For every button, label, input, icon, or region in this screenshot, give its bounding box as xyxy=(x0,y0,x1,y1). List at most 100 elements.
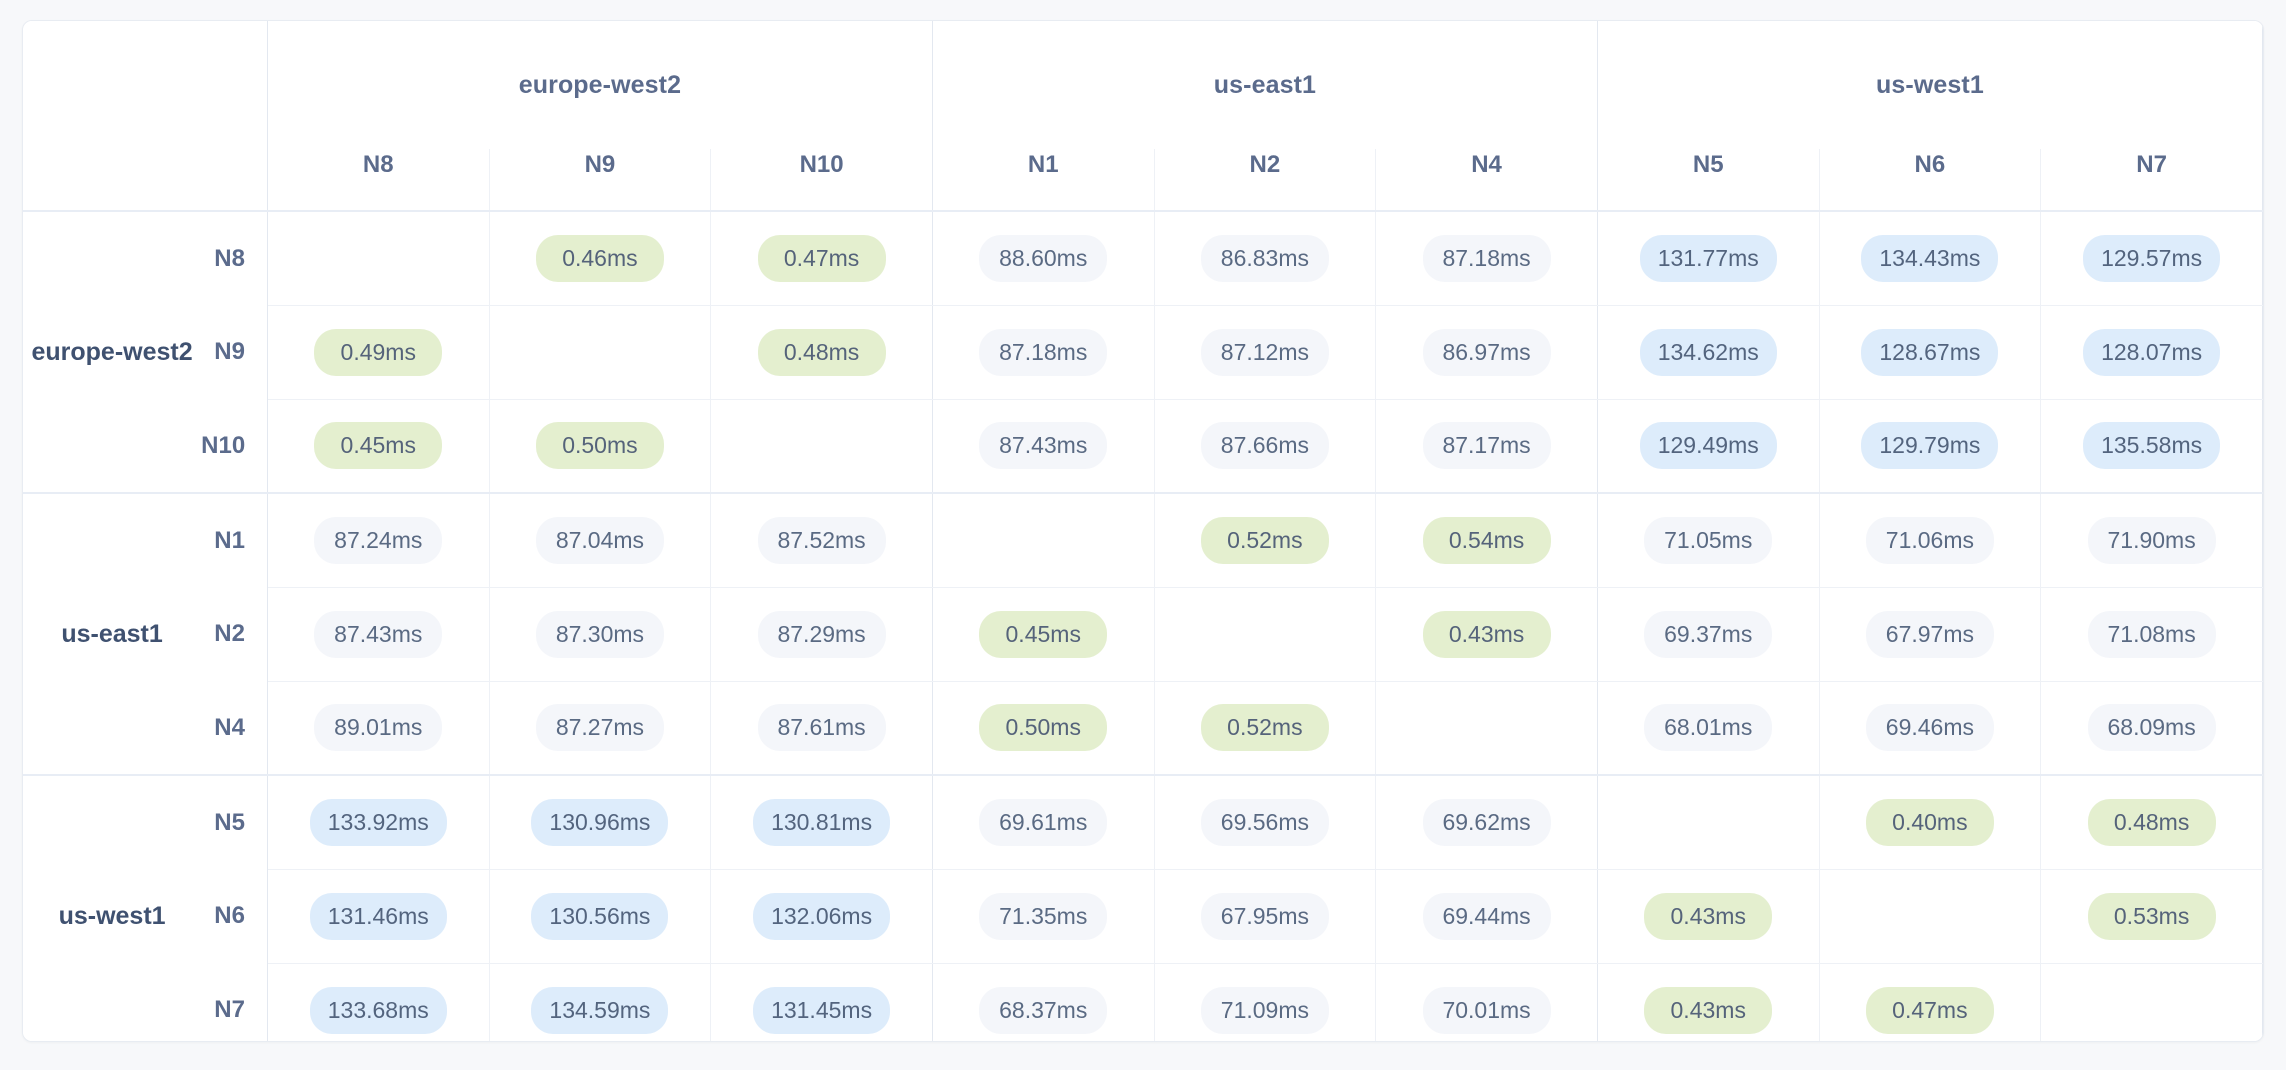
latency-cell-N4-N8[interactable]: 89.01ms xyxy=(266,681,490,776)
latency-cell-N9-N7[interactable]: 128.07ms xyxy=(2040,305,2263,400)
latency-cell-N1-N8[interactable]: 87.24ms xyxy=(266,492,490,588)
latency-cell-N6-N10[interactable]: 132.06ms xyxy=(710,869,933,964)
row-header-N9[interactable]: N9 xyxy=(201,305,268,399)
column-header-N2[interactable]: N2 xyxy=(1154,149,1377,212)
latency-cell-N8-N4[interactable]: 87.18ms xyxy=(1375,210,1598,306)
latency-cell-N9-N2[interactable]: 87.12ms xyxy=(1154,305,1377,400)
latency-cell-N2-N4[interactable]: 0.43ms xyxy=(1375,587,1598,682)
latency-cell-N5-N9[interactable]: 130.96ms xyxy=(489,774,712,870)
column-header-N10[interactable]: N10 xyxy=(710,149,933,212)
latency-cell-N6-N5[interactable]: 0.43ms xyxy=(1596,869,1820,964)
latency-cell-N5-N4[interactable]: 69.62ms xyxy=(1375,774,1598,870)
row-header-N7[interactable]: N7 xyxy=(201,963,268,1041)
latency-cell-N7-N2[interactable]: 71.09ms xyxy=(1154,963,1377,1041)
latency-cell-N6-N8[interactable]: 131.46ms xyxy=(266,869,490,964)
latency-cell-N1-N7[interactable]: 71.90ms xyxy=(2040,492,2263,588)
column-header-N9[interactable]: N9 xyxy=(489,149,712,212)
latency-badge: 69.46ms xyxy=(1865,704,1994,752)
column-header-N7[interactable]: N7 xyxy=(2040,149,2263,212)
row-header-N5[interactable]: N5 xyxy=(201,774,268,869)
latency-cell-N2-N7[interactable]: 71.08ms xyxy=(2040,587,2263,682)
latency-cell-N5-N1[interactable]: 69.61ms xyxy=(931,774,1155,870)
latency-cell-N1-N1[interactable] xyxy=(931,492,1155,588)
latency-cell-N5-N8[interactable]: 133.92ms xyxy=(266,774,490,870)
latency-cell-N4-N4[interactable] xyxy=(1375,681,1598,776)
latency-cell-N8-N1[interactable]: 88.60ms xyxy=(931,210,1155,306)
latency-cell-N10-N8[interactable]: 0.45ms xyxy=(266,399,490,494)
latency-cell-N5-N6[interactable]: 0.40ms xyxy=(1819,774,2042,870)
latency-cell-N5-N2[interactable]: 69.56ms xyxy=(1154,774,1377,870)
latency-cell-N2-N1[interactable]: 0.45ms xyxy=(931,587,1155,682)
latency-cell-N6-N2[interactable]: 67.95ms xyxy=(1154,869,1377,964)
latency-cell-N1-N9[interactable]: 87.04ms xyxy=(489,492,712,588)
latency-cell-N2-N2[interactable] xyxy=(1154,587,1377,682)
latency-cell-N4-N5[interactable]: 68.01ms xyxy=(1596,681,1820,776)
latency-cell-N4-N2[interactable]: 0.52ms xyxy=(1154,681,1377,776)
latency-cell-N8-N9[interactable]: 0.46ms xyxy=(489,210,712,306)
latency-cell-N7-N8[interactable]: 133.68ms xyxy=(266,963,490,1041)
latency-cell-N9-N9[interactable] xyxy=(489,305,712,400)
latency-cell-N8-N2[interactable]: 86.83ms xyxy=(1154,210,1377,306)
column-header-N1[interactable]: N1 xyxy=(931,149,1155,212)
column-header-N6[interactable]: N6 xyxy=(1819,149,2042,212)
latency-cell-N9-N6[interactable]: 128.67ms xyxy=(1819,305,2042,400)
latency-cell-N7-N10[interactable]: 131.45ms xyxy=(710,963,933,1041)
latency-cell-N10-N5[interactable]: 129.49ms xyxy=(1596,399,1820,494)
latency-cell-N10-N7[interactable]: 135.58ms xyxy=(2040,399,2263,494)
latency-cell-N9-N10[interactable]: 0.48ms xyxy=(710,305,933,400)
latency-cell-N9-N8[interactable]: 0.49ms xyxy=(266,305,490,400)
row-header-N1[interactable]: N1 xyxy=(201,492,268,587)
latency-cell-N6-N9[interactable]: 130.56ms xyxy=(489,869,712,964)
latency-cell-N8-N8[interactable] xyxy=(266,210,490,306)
column-header-N4[interactable]: N4 xyxy=(1375,149,1598,212)
latency-cell-N5-N5[interactable] xyxy=(1596,774,1820,870)
latency-cell-N7-N4[interactable]: 70.01ms xyxy=(1375,963,1598,1041)
latency-cell-N7-N1[interactable]: 68.37ms xyxy=(931,963,1155,1041)
latency-cell-N8-N5[interactable]: 131.77ms xyxy=(1596,210,1820,306)
latency-cell-N7-N9[interactable]: 134.59ms xyxy=(489,963,712,1041)
latency-cell-N5-N7[interactable]: 0.48ms xyxy=(2040,774,2263,870)
latency-cell-N10-N4[interactable]: 87.17ms xyxy=(1375,399,1598,494)
latency-cell-N6-N7[interactable]: 0.53ms xyxy=(2040,869,2263,964)
latency-cell-N4-N9[interactable]: 87.27ms xyxy=(489,681,712,776)
latency-cell-N9-N5[interactable]: 134.62ms xyxy=(1596,305,1820,400)
latency-cell-N10-N2[interactable]: 87.66ms xyxy=(1154,399,1377,494)
latency-cell-N2-N6[interactable]: 67.97ms xyxy=(1819,587,2042,682)
latency-cell-N1-N5[interactable]: 71.05ms xyxy=(1596,492,1820,588)
latency-cell-N1-N4[interactable]: 0.54ms xyxy=(1375,492,1598,588)
latency-cell-N2-N10[interactable]: 87.29ms xyxy=(710,587,933,682)
latency-cell-N10-N1[interactable]: 87.43ms xyxy=(931,399,1155,494)
column-header-N8[interactable]: N8 xyxy=(266,149,490,212)
latency-cell-N9-N1[interactable]: 87.18ms xyxy=(931,305,1155,400)
latency-cell-N1-N10[interactable]: 87.52ms xyxy=(710,492,933,588)
row-header-N2[interactable]: N2 xyxy=(201,587,268,681)
latency-cell-N10-N6[interactable]: 129.79ms xyxy=(1819,399,2042,494)
latency-cell-N4-N7[interactable]: 68.09ms xyxy=(2040,681,2263,776)
latency-cell-N10-N10[interactable] xyxy=(710,399,933,494)
latency-cell-N8-N6[interactable]: 134.43ms xyxy=(1819,210,2042,306)
latency-cell-N2-N5[interactable]: 69.37ms xyxy=(1596,587,1820,682)
latency-cell-N8-N7[interactable]: 129.57ms xyxy=(2040,210,2263,306)
latency-cell-N2-N8[interactable]: 87.43ms xyxy=(266,587,490,682)
latency-cell-N8-N10[interactable]: 0.47ms xyxy=(710,210,933,306)
latency-cell-N4-N1[interactable]: 0.50ms xyxy=(931,681,1155,776)
latency-cell-N6-N6[interactable] xyxy=(1819,869,2042,964)
latency-cell-N10-N9[interactable]: 0.50ms xyxy=(489,399,712,494)
latency-cell-N7-N7[interactable] xyxy=(2040,963,2263,1041)
row-header-N6[interactable]: N6 xyxy=(201,869,268,963)
row-header-N4[interactable]: N4 xyxy=(201,681,268,775)
latency-cell-N4-N10[interactable]: 87.61ms xyxy=(710,681,933,776)
latency-cell-N1-N6[interactable]: 71.06ms xyxy=(1819,492,2042,588)
latency-cell-N4-N6[interactable]: 69.46ms xyxy=(1819,681,2042,776)
latency-cell-N5-N10[interactable]: 130.81ms xyxy=(710,774,933,870)
latency-cell-N7-N5[interactable]: 0.43ms xyxy=(1596,963,1820,1041)
column-header-N5[interactable]: N5 xyxy=(1596,149,1820,212)
row-header-N8[interactable]: N8 xyxy=(201,210,268,305)
latency-cell-N7-N6[interactable]: 0.47ms xyxy=(1819,963,2042,1041)
latency-cell-N6-N4[interactable]: 69.44ms xyxy=(1375,869,1598,964)
latency-cell-N1-N2[interactable]: 0.52ms xyxy=(1154,492,1377,588)
latency-cell-N9-N4[interactable]: 86.97ms xyxy=(1375,305,1598,400)
latency-cell-N6-N1[interactable]: 71.35ms xyxy=(931,869,1155,964)
row-header-N10[interactable]: N10 xyxy=(201,399,268,493)
latency-cell-N2-N9[interactable]: 87.30ms xyxy=(489,587,712,682)
